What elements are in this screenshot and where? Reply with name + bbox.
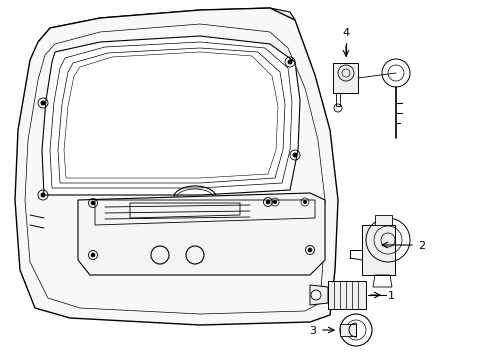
Polygon shape [55, 26, 274, 54]
Text: 3: 3 [308, 326, 315, 336]
Text: 2: 2 [417, 241, 424, 251]
Text: 4: 4 [342, 28, 349, 38]
Polygon shape [327, 281, 365, 309]
Polygon shape [15, 8, 337, 325]
Circle shape [292, 153, 296, 157]
Circle shape [307, 248, 311, 252]
Circle shape [265, 200, 269, 204]
Polygon shape [339, 324, 355, 336]
Polygon shape [309, 285, 327, 305]
Polygon shape [38, 8, 294, 60]
Polygon shape [361, 225, 394, 275]
Circle shape [91, 201, 95, 205]
Circle shape [287, 60, 291, 64]
Polygon shape [374, 215, 391, 225]
Circle shape [41, 193, 45, 197]
Circle shape [41, 101, 45, 105]
Polygon shape [78, 193, 325, 275]
Circle shape [273, 201, 276, 203]
Text: 1: 1 [387, 291, 394, 301]
Polygon shape [42, 36, 299, 195]
Polygon shape [332, 63, 357, 93]
Circle shape [303, 201, 306, 203]
Circle shape [91, 253, 95, 257]
